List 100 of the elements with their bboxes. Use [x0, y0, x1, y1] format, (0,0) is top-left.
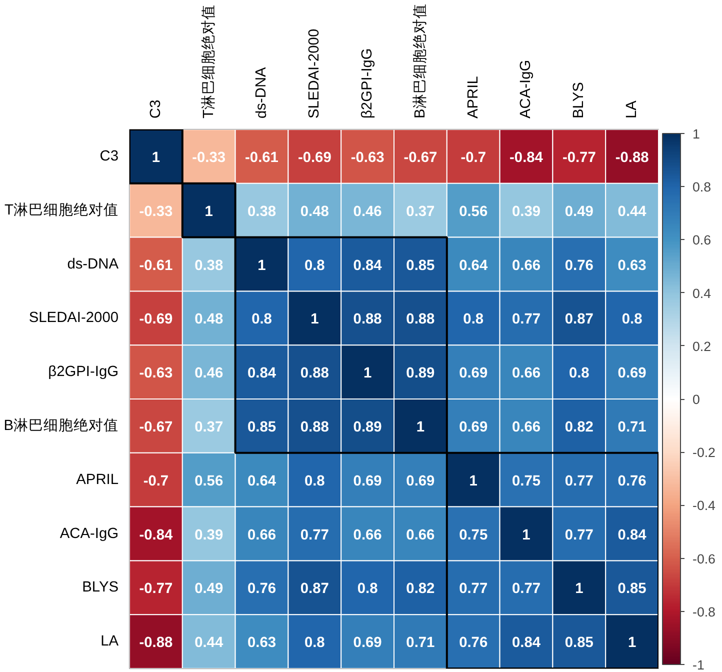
data-label: 0.8 [252, 312, 272, 328]
data-label: 0.85 [618, 581, 646, 598]
data-label: 0.69 [618, 366, 646, 382]
x-tick-label: ACA-IgG [518, 60, 534, 118]
data-label: 0.88 [300, 366, 329, 382]
data-label: 0.44 [194, 635, 224, 652]
y-tick-label: SLEDAI-2000 [28, 310, 119, 326]
data-label: 0.56 [459, 204, 488, 220]
data-label: -0.67 [404, 150, 438, 166]
x-tick-label: LA [624, 100, 640, 118]
y-tick-label: APRIL [76, 472, 118, 488]
data-label: 0.85 [564, 635, 594, 652]
data-label: 0.37 [406, 204, 435, 220]
color-bar-label: 1 [692, 126, 700, 142]
color-bar-label: -0.4 [692, 498, 716, 514]
data-label: 0.89 [406, 366, 435, 382]
data-label: -0.61 [245, 150, 278, 166]
data-label: 0.69 [459, 419, 488, 436]
data-label: 1 [416, 419, 425, 436]
color-bar-label: 0.8 [692, 180, 712, 195]
x-tick-label: T淋巴细胞绝对值 [200, 4, 217, 118]
data-label: -0.67 [139, 419, 173, 436]
y-tick-label: C3 [100, 148, 119, 164]
data-label: -0.69 [139, 312, 173, 328]
x-tick-label: APRIL [465, 76, 482, 118]
data-label: 0.66 [406, 527, 435, 544]
y-tick-label: BLYS [82, 580, 119, 596]
y-tick-label: LA [100, 634, 119, 650]
data-label: 0.8 [463, 312, 484, 328]
data-label: 0.75 [459, 527, 488, 544]
data-label: 0.37 [194, 419, 224, 436]
data-label: 0.77 [512, 312, 541, 328]
data-label: 1 [469, 473, 478, 490]
data-label: 0.84 [353, 258, 383, 274]
data-label: 0.63 [618, 258, 646, 274]
data-label: 0.66 [353, 527, 382, 544]
color-bar-label: -0.8 [692, 604, 716, 620]
color-bar-label: -0.6 [692, 551, 716, 566]
data-label: -0.63 [139, 366, 173, 382]
data-label: 0.84 [512, 635, 542, 652]
data-label: 0.66 [512, 419, 541, 436]
color-bar-label: 0.6 [692, 232, 712, 248]
data-label: 0.75 [512, 473, 541, 490]
data-label: 0.48 [300, 204, 329, 220]
y-tick-label: β2GPI-IgG [48, 364, 119, 380]
data-label: -0.88 [615, 150, 649, 166]
data-label: 0.8 [304, 258, 325, 274]
x-tick-label: C3 [148, 100, 164, 118]
x-tick-label: SLEDAI-2000 [306, 28, 323, 118]
data-label: 0.89 [353, 419, 382, 436]
data-label: 0.76 [459, 635, 488, 652]
data-label: 0.85 [247, 419, 276, 436]
data-label: -0.33 [139, 204, 173, 220]
data-label: 0.48 [194, 312, 224, 328]
data-label: 0.64 [247, 473, 277, 490]
data-label: -0.84 [510, 150, 544, 166]
data-label: 1 [628, 635, 636, 652]
data-label: 0.82 [406, 581, 435, 598]
data-label: 0.38 [247, 204, 276, 220]
data-label: 0.8 [357, 581, 378, 598]
data-label: 0.46 [194, 366, 224, 382]
data-label: -0.77 [139, 581, 173, 598]
data-label: 1 [575, 581, 584, 598]
data-label: -0.7 [143, 473, 169, 490]
y-tick-label: T淋巴细胞绝对值 [4, 201, 118, 218]
data-label: 0.82 [564, 419, 594, 436]
color-bar-label: 0 [692, 392, 700, 407]
data-label: 0.46 [353, 204, 382, 220]
data-label: 0.77 [459, 581, 488, 598]
x-tick-label: ds-DNA [254, 66, 270, 118]
data-label: -0.69 [298, 150, 332, 166]
data-label: 0.87 [300, 581, 329, 598]
data-label: 0.84 [618, 527, 648, 544]
data-label: -0.61 [139, 258, 173, 274]
data-label: 0.87 [564, 312, 594, 328]
color-bar-label: 0.2 [692, 338, 712, 354]
data-label: 1 [258, 258, 266, 274]
data-label: 0.8 [568, 366, 590, 382]
color-bar-label: -0.2 [692, 445, 716, 460]
data-label: 1 [310, 312, 319, 328]
data-label: 0.39 [512, 204, 541, 220]
data-label: 0.88 [353, 312, 382, 328]
data-label: 0.8 [622, 312, 642, 328]
data-label: -0.63 [350, 150, 384, 166]
data-label: 0.71 [618, 419, 646, 436]
data-label: 0.69 [353, 473, 382, 490]
data-label: 0.85 [406, 258, 435, 274]
data-label: -0.7 [460, 150, 486, 166]
data-label: 0.69 [353, 635, 382, 652]
data-label: 1 [152, 150, 160, 166]
data-label: 0.64 [459, 258, 488, 274]
data-label: 1 [522, 527, 530, 544]
data-label: 0.77 [512, 581, 541, 598]
x-tick-label: BLYS [571, 82, 588, 118]
data-label: 0.88 [300, 419, 329, 436]
color-bar-label: 0.4 [692, 286, 712, 301]
data-label: 0.49 [194, 581, 224, 598]
data-label: 0.44 [618, 204, 648, 220]
y-tick-label: ACA-IgG [60, 526, 118, 542]
data-label: 0.8 [304, 635, 325, 652]
